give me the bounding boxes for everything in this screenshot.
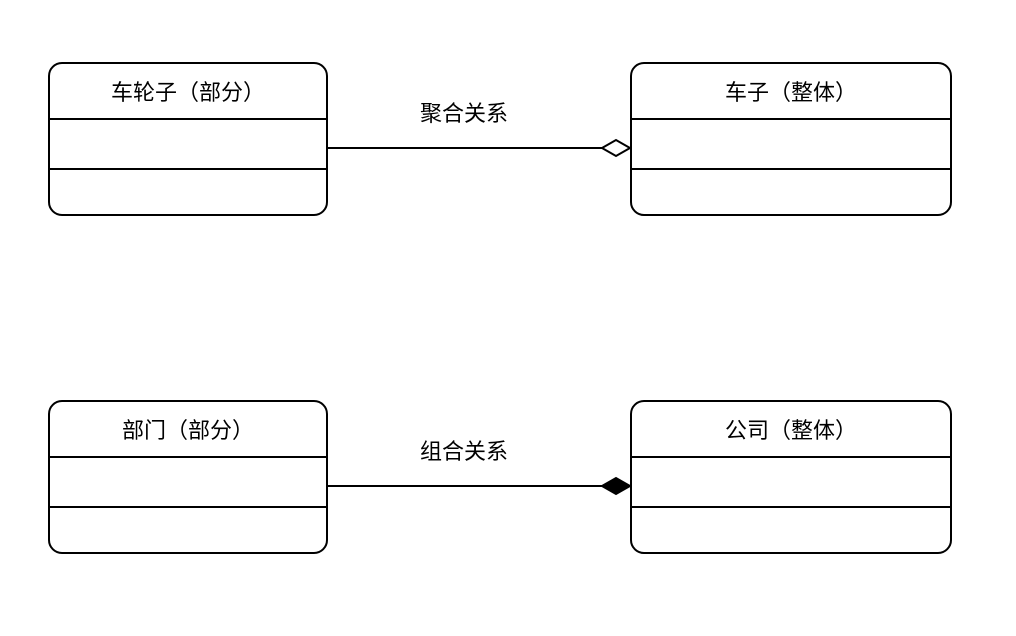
edge-label-composition: 组合关系 [420, 434, 508, 466]
uml-class-attributes [50, 120, 326, 170]
uml-class-title: 公司（整体） [632, 402, 950, 458]
uml-class-methods [632, 170, 950, 218]
uml-class-attributes [50, 458, 326, 508]
uml-class-department: 部门（部分） [48, 400, 328, 554]
uml-class-company: 公司（整体） [630, 400, 952, 554]
uml-class-title: 车轮子（部分） [50, 64, 326, 120]
uml-class-methods [632, 508, 950, 556]
uml-class-title: 车子（整体） [632, 64, 950, 120]
uml-class-methods [50, 170, 326, 218]
uml-class-wheel: 车轮子（部分） [48, 62, 328, 216]
composition-edge [328, 478, 630, 494]
uml-class-attributes [632, 458, 950, 508]
uml-class-methods [50, 508, 326, 556]
uml-class-attributes [632, 120, 950, 170]
uml-class-title: 部门（部分） [50, 402, 326, 458]
aggregation-edge [328, 140, 630, 156]
edge-label-aggregation: 聚合关系 [420, 96, 508, 128]
uml-class-car: 车子（整体） [630, 62, 952, 216]
